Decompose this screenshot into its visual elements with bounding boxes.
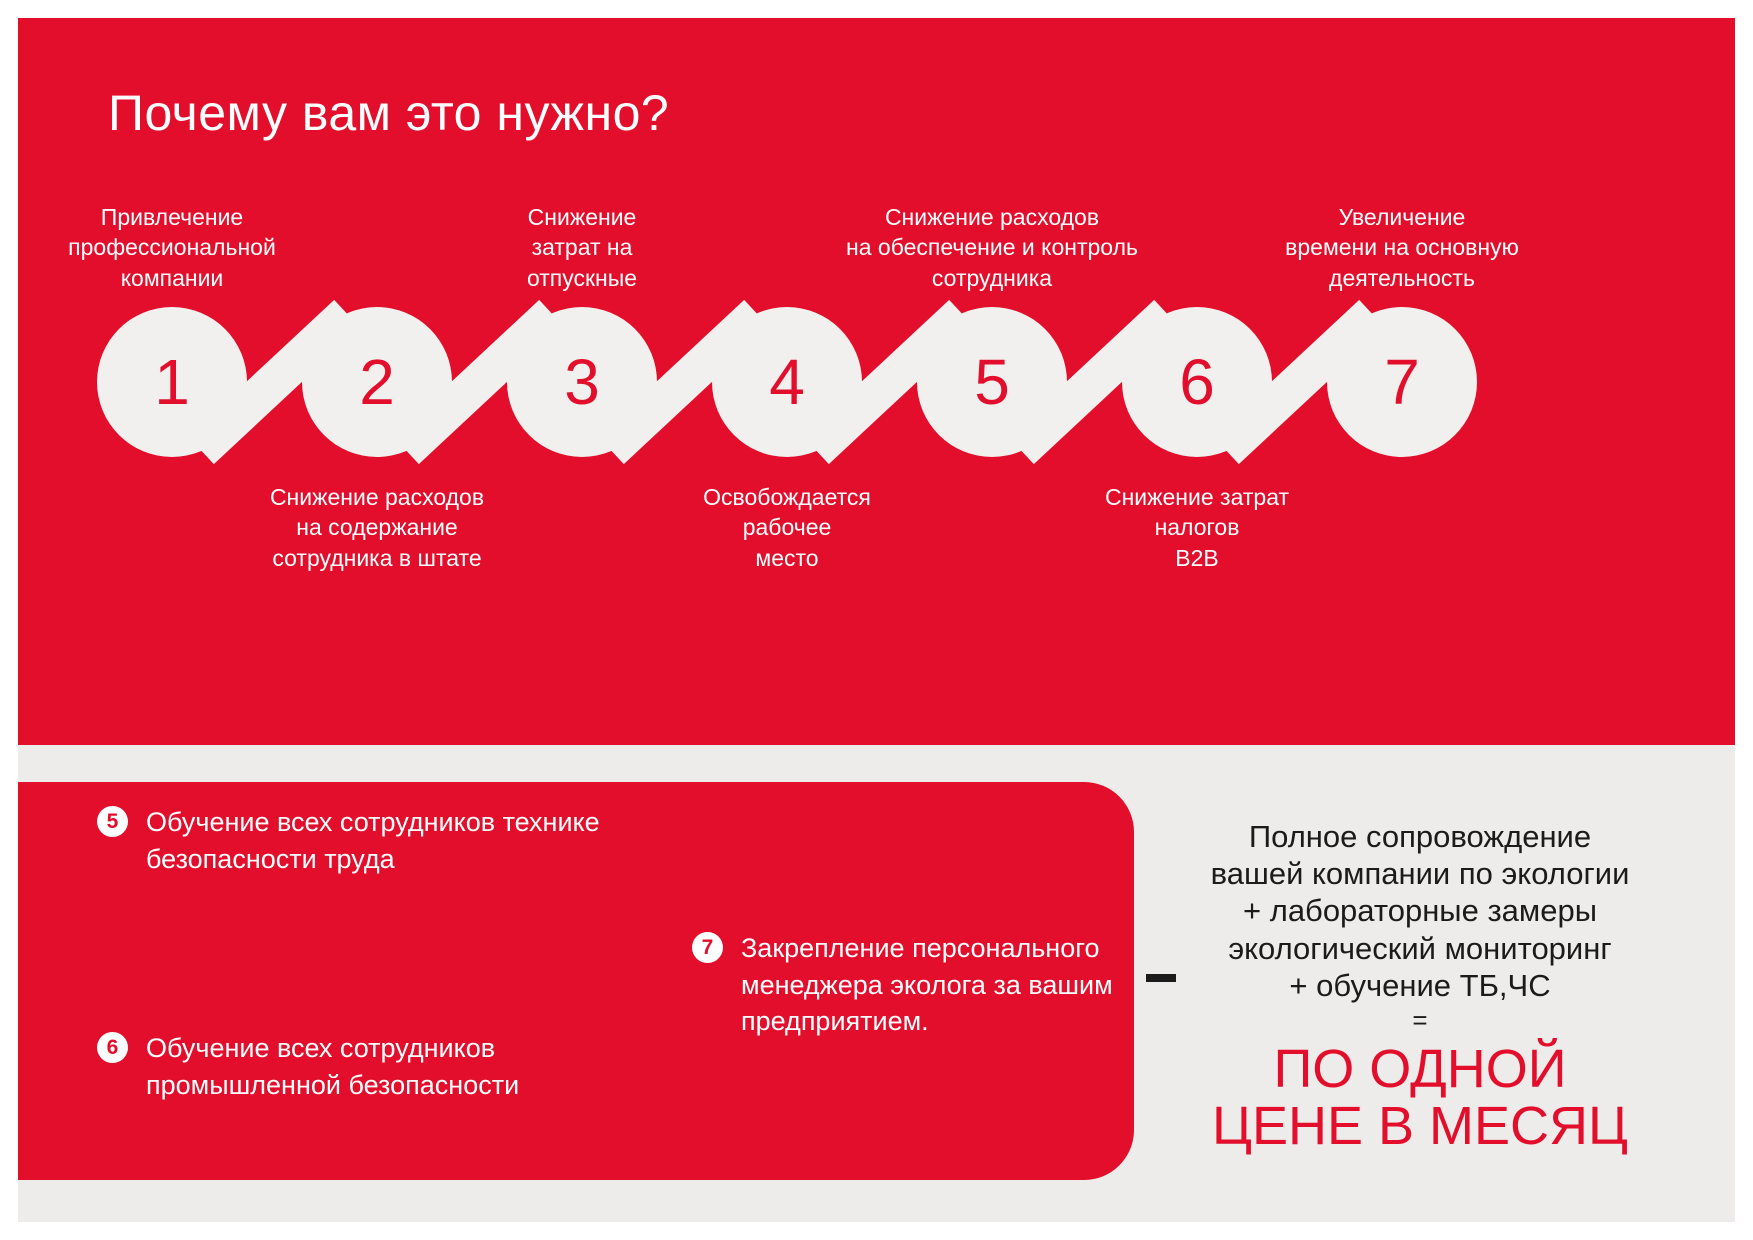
service-text-6: Обучение всех сотрудников промышленной б… xyxy=(146,1033,520,1100)
step-circle-1: 1 xyxy=(97,307,247,457)
step-label-5: Снижение расходов на обеспечение и контр… xyxy=(846,204,1138,291)
service-item-6: 6 Обучение всех сотрудников промышленной… xyxy=(97,1030,519,1103)
step-circle-6: 6 xyxy=(1122,307,1272,457)
step-circle-4: 4 xyxy=(712,307,862,457)
step-label-6: Снижение затрат налогов В2В xyxy=(1104,484,1290,571)
service-badge-5: 5 xyxy=(97,806,128,837)
step-circle-3: 3 xyxy=(507,307,657,457)
step-circle-7: 7 xyxy=(1327,307,1477,457)
equals-sign: = xyxy=(1412,1004,1428,1035)
service-text-5: Обучение всех сотрудников технике безопа… xyxy=(146,807,600,874)
step-circle-2: 2 xyxy=(302,307,452,457)
minus-dash xyxy=(1146,974,1176,982)
page-title: Почему вам это нужно? xyxy=(108,85,670,141)
summary-text: Полное сопровождение вашей компании по э… xyxy=(1210,819,1630,1003)
service-text-7: Закрепление персонального менеджера экол… xyxy=(741,933,1113,1037)
step-label-4: Освобождается рабочее место xyxy=(703,484,871,571)
services-red-box xyxy=(18,782,1134,1180)
step-label-7: Увеличение времени на основную деятельно… xyxy=(1285,204,1519,291)
step-label-1: Привлечение профессиональной компании xyxy=(68,204,276,291)
service-item-5: 5 Обучение всех сотрудников технике безо… xyxy=(97,804,600,877)
summary-highlight: ПО ОДНОЙ ЦЕНЕ В МЕСЯЦ xyxy=(1212,1038,1628,1157)
service-item-7: 7 Закрепление персонального менеджера эк… xyxy=(692,930,1113,1040)
service-badge-7: 7 xyxy=(692,932,723,963)
summary-block: Полное сопровождение вашей компании по э… xyxy=(1150,818,1690,1156)
step-circle-5: 5 xyxy=(917,307,1067,457)
service-badge-6: 6 xyxy=(97,1032,128,1063)
step-label-3: Снижение затрат на отпускные xyxy=(526,204,638,291)
step-label-2: Снижение расходов на содержание сотрудни… xyxy=(269,484,485,571)
